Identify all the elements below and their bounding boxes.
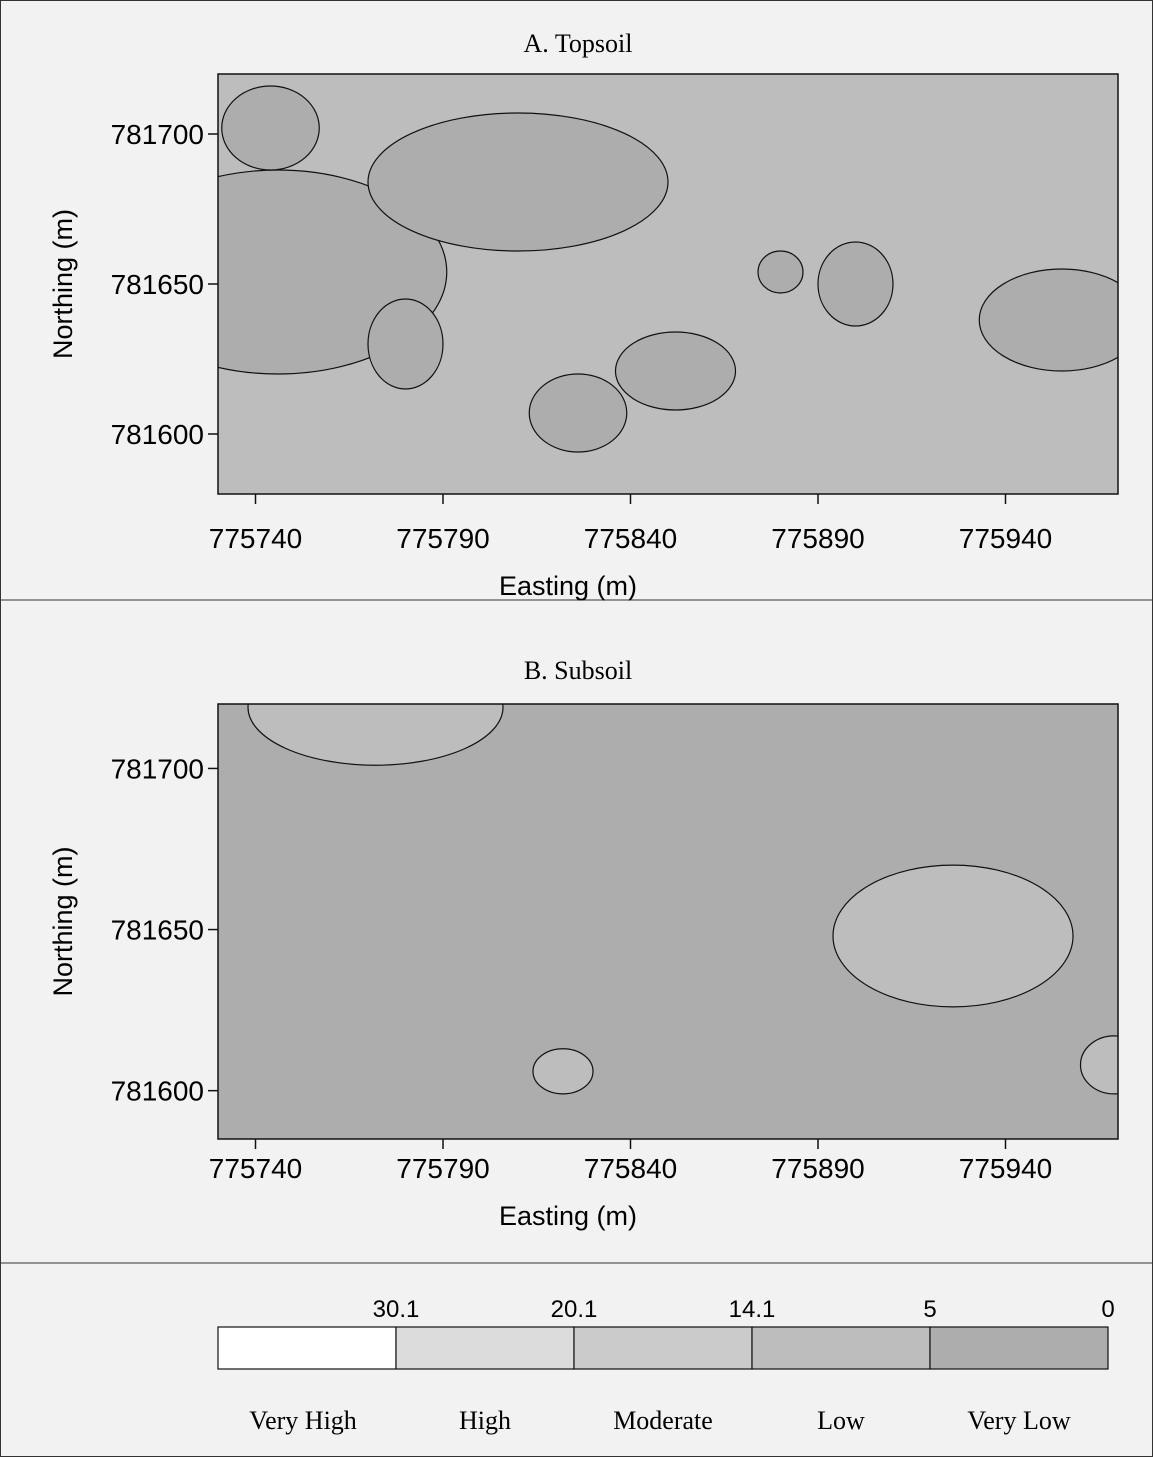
zone-low — [247, 704, 504, 766]
x-tick-label: 775940 — [959, 1153, 1052, 1184]
x-tick-label: 775740 — [209, 523, 302, 554]
y-tick-label: 781600 — [111, 419, 204, 450]
legend-class-label: Very Low — [967, 1406, 1070, 1435]
zone-group — [247, 704, 1118, 1095]
legend-class-label: Very High — [249, 1406, 357, 1435]
subsoil-panel: B. Subsoil 775740 775790 775840 775890 775940… — [48, 656, 1119, 1231]
legend-swatch — [573, 1326, 753, 1370]
panel-title: B. Subsoil — [524, 656, 632, 685]
legend-class-label: High — [459, 1406, 511, 1435]
zone-group — [218, 85, 1118, 453]
plot-frame — [217, 703, 1119, 1140]
x-tick-label: 775790 — [396, 1153, 489, 1184]
legend-break-label: 0 — [1101, 1296, 1114, 1323]
zone-low — [832, 864, 1074, 1008]
x-tick-label: 775890 — [771, 1153, 864, 1184]
x-tick-label: 775740 — [209, 1153, 302, 1184]
legend-break-label: 20.1 — [551, 1296, 598, 1323]
legend-swatch — [395, 1326, 575, 1370]
x-tick-label: 775840 — [584, 523, 677, 554]
y-axis-label: Northing (m) — [48, 209, 78, 359]
x-tick-label: 775790 — [396, 523, 489, 554]
legend-swatch — [217, 1326, 397, 1370]
legend: Very High High Moderate Low Very Low 30.1 20.1… — [217, 1296, 1115, 1435]
zone-very-low — [221, 85, 320, 171]
zone-very-low — [817, 241, 894, 327]
legend-swatch — [751, 1326, 931, 1370]
y-tick-label: 781650 — [111, 269, 204, 300]
zone-very-low — [614, 331, 737, 411]
legend-class-label: Moderate — [613, 1406, 713, 1435]
topsoil-panel: A. Topsoil 775740 775790 775840 775890 775940… — [48, 29, 1119, 601]
x-axis-label: Easting (m) — [499, 571, 637, 601]
y-tick-label: 781700 — [111, 119, 204, 150]
legend-class-label: Low — [817, 1406, 865, 1435]
zone-very-low — [978, 268, 1118, 372]
y-tick-label: 781650 — [111, 915, 204, 946]
y-axis-label: Northing (m) — [48, 846, 78, 996]
x-tick-label: 775940 — [959, 523, 1052, 554]
y-tick-label: 781600 — [111, 1076, 204, 1107]
zone-low — [532, 1048, 594, 1095]
zone-very-low — [367, 112, 669, 252]
zone-very-low — [367, 298, 444, 390]
y-tick-label: 781700 — [111, 753, 204, 784]
panel-title: A. Topsoil — [524, 29, 633, 58]
x-tick-label: 775840 — [584, 1153, 677, 1184]
legend-swatch — [929, 1326, 1109, 1370]
zone-low — [1079, 1035, 1118, 1095]
x-tick-label: 775890 — [771, 523, 864, 554]
zone-very-low — [757, 250, 804, 294]
legend-break-label: 30.1 — [373, 1296, 420, 1323]
x-axis-label: Easting (m) — [499, 1201, 637, 1231]
zone-very-low — [528, 373, 628, 453]
legend-break-label: 14.1 — [729, 1296, 776, 1323]
legend-break-label: 5 — [923, 1296, 936, 1323]
